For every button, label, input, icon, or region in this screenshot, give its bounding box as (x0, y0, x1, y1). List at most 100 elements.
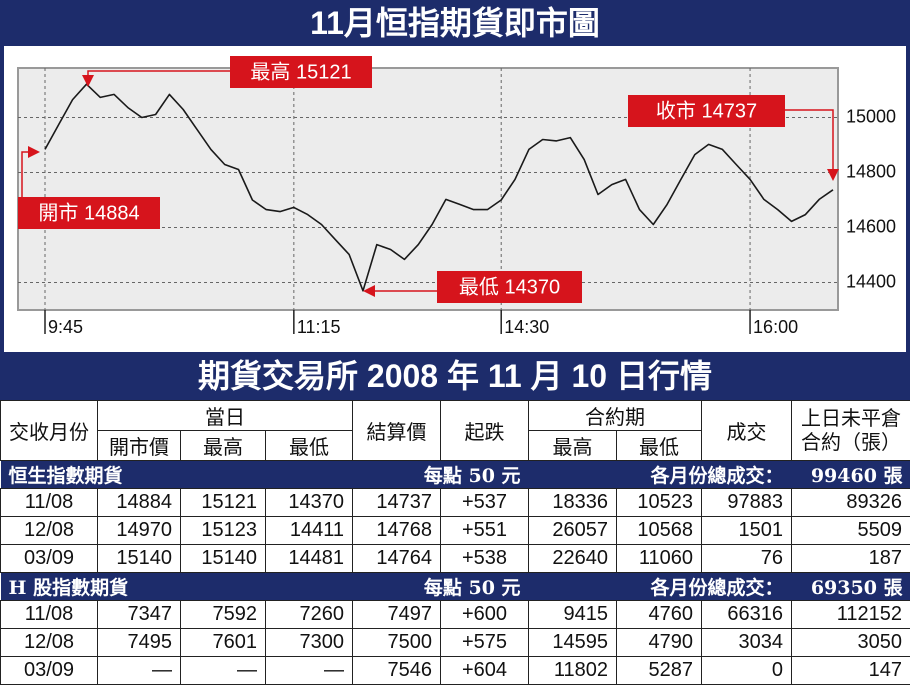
cell: 14764 (353, 545, 441, 573)
cell: 4760 (617, 601, 702, 629)
cell: 11/08 (1, 489, 98, 517)
x-tick-label: 14:30 (504, 317, 549, 337)
cell: 15140 (181, 545, 266, 573)
header-cell: 起跌 (441, 401, 529, 461)
cell: — (266, 657, 353, 685)
cell: 97883 (702, 489, 792, 517)
cell: 14884 (98, 489, 181, 517)
section-name: H 股指數期貨 (1, 573, 353, 601)
cell: 89326 (792, 489, 910, 517)
cell: 15123 (181, 517, 266, 545)
section-total-label: 各月份總成交： (529, 461, 792, 489)
header-cell: 結算價 (353, 401, 441, 461)
cell: +537 (441, 489, 529, 517)
section-per-point: 每點 50 元 (353, 461, 529, 489)
cell: — (181, 657, 266, 685)
cell: 5509 (792, 517, 910, 545)
header-cell: 最低 (617, 431, 702, 461)
section-name: 恒生指數期貨 (1, 461, 353, 489)
x-tick-label: 16:00 (753, 317, 798, 337)
cell: 7300 (266, 629, 353, 657)
annotation: 最高 15121 (250, 60, 351, 83)
x-tick-label: 11:15 (297, 317, 341, 337)
y-tick-label: 14400 (846, 271, 896, 291)
cell: 10568 (617, 517, 702, 545)
y-tick-label: 14600 (846, 216, 896, 236)
header-cell: 合約期 (529, 401, 702, 431)
cell: 5287 (617, 657, 702, 685)
annotation: 最低 14370 (459, 275, 560, 298)
cell: 187 (792, 545, 910, 573)
cell: 3034 (702, 629, 792, 657)
annotation: 開市 14884 (38, 201, 139, 224)
cell: 7592 (181, 601, 266, 629)
cell: — (98, 657, 181, 685)
section-total: 69350 張 (792, 573, 910, 601)
cell: 7347 (98, 601, 181, 629)
cell: 18336 (529, 489, 617, 517)
header-cell: 最低 (266, 431, 353, 461)
cell: 0 (702, 657, 792, 685)
table-title: 期貨交易所 2008 年 11 月 10 日行情 (0, 352, 910, 400)
section-total-label: 各月份總成交： (529, 573, 792, 601)
header-cell: 交收月份 (1, 401, 98, 461)
cell: +600 (441, 601, 529, 629)
cell: 03/09 (1, 545, 98, 573)
cell: 3050 (792, 629, 910, 657)
cell: 26057 (529, 517, 617, 545)
cell: +604 (441, 657, 529, 685)
cell: 12/08 (1, 517, 98, 545)
cell: 7601 (181, 629, 266, 657)
y-tick-label: 15000 (846, 106, 896, 126)
header-cell: 上日未平倉合約（張） (792, 401, 910, 461)
cell: 22640 (529, 545, 617, 573)
cell: 9415 (529, 601, 617, 629)
cell: 14737 (353, 489, 441, 517)
header-cell: 最高 (529, 431, 617, 461)
cell: 14411 (266, 517, 353, 545)
cell: 7497 (353, 601, 441, 629)
cell: 14481 (266, 545, 353, 573)
cell: 7495 (98, 629, 181, 657)
header-cell: 最高 (181, 431, 266, 461)
section-total: 99460 張 (792, 461, 910, 489)
cell: 14970 (98, 517, 181, 545)
section-per-point: 每點 50 元 (353, 573, 529, 601)
header-text: 合約（張） (792, 431, 910, 455)
cell: 14595 (529, 629, 617, 657)
header-cell: 開市價 (98, 431, 181, 461)
cell: 4790 (617, 629, 702, 657)
cell: 14768 (353, 517, 441, 545)
cell: 15121 (181, 489, 266, 517)
chart-title: 11月恒指期貨即市圖 (0, 0, 910, 46)
cell: 7500 (353, 629, 441, 657)
cell: 03/09 (1, 657, 98, 685)
cell: +551 (441, 517, 529, 545)
cell: 76 (702, 545, 792, 573)
header-cell: 當日 (98, 401, 353, 431)
y-tick-label: 14800 (846, 161, 896, 181)
cell: 11/08 (1, 601, 98, 629)
cell: 112152 (792, 601, 910, 629)
cell: 7260 (266, 601, 353, 629)
section-row: 恒生指數期貨每點 50 元各月份總成交：99460 張 (1, 461, 910, 489)
cell: 1501 (702, 517, 792, 545)
cell: 12/08 (1, 629, 98, 657)
cell: 11060 (617, 545, 702, 573)
cell: 14370 (266, 489, 353, 517)
annotation: 收市 14737 (656, 99, 757, 122)
cell: 10523 (617, 489, 702, 517)
cell: 15140 (98, 545, 181, 573)
header-cell: 成交 (702, 401, 792, 461)
cell: 147 (792, 657, 910, 685)
quote-table: 交收月份 當日 結算價 起跌 合約期 成交 上日未平倉合約（張） 開市價 最高 … (0, 400, 910, 685)
